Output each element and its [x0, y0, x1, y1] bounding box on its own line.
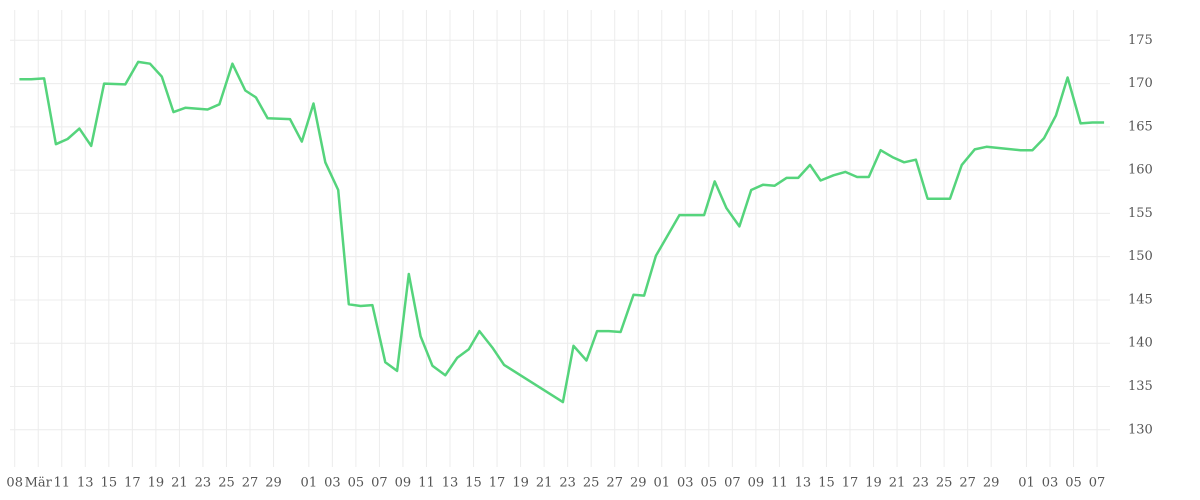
x-tick-label: 21 — [536, 476, 553, 491]
x-tick-label: 17 — [489, 476, 506, 491]
x-tick-label: 21 — [171, 476, 188, 491]
x-tick-label: 05 — [348, 476, 365, 491]
x-tick-label: 01 — [1018, 476, 1035, 491]
x-tick-label: Mär — [25, 476, 53, 491]
x-tick-label: 27 — [959, 476, 976, 491]
x-tick-label: 03 — [1042, 476, 1059, 491]
x-tick-label: 09 — [748, 476, 765, 491]
x-tick-label: 07 — [371, 476, 388, 491]
x-tick-label: 23 — [195, 476, 212, 491]
x-tick-label: 11 — [418, 476, 435, 491]
x-tick-label: 13 — [795, 476, 812, 491]
x-tick-label: 01 — [301, 476, 318, 491]
x-tick-label: 08 — [6, 476, 23, 491]
x-tick-label: 27 — [606, 476, 623, 491]
y-tick-label: 145 — [1128, 292, 1153, 307]
y-tick-label: 140 — [1128, 336, 1153, 351]
x-tick-label: 03 — [324, 476, 341, 491]
x-tick-label: 03 — [677, 476, 694, 491]
x-tick-label: 17 — [124, 476, 141, 491]
x-tick-label: 01 — [653, 476, 670, 491]
x-tick-label: 17 — [842, 476, 859, 491]
y-tick-label: 160 — [1128, 163, 1153, 178]
x-tick-label: 19 — [512, 476, 529, 491]
x-tick-label: 23 — [559, 476, 576, 491]
x-tick-label: 07 — [724, 476, 741, 491]
x-tick-label: 11 — [53, 476, 70, 491]
price-line — [19, 60, 1105, 404]
x-tick-label: 29 — [983, 476, 1000, 491]
x-tick-label: 09 — [395, 476, 412, 491]
x-tick-label: 29 — [630, 476, 647, 491]
x-tick-label: 11 — [771, 476, 788, 491]
x-tick-label: 25 — [936, 476, 953, 491]
y-tick-label: 150 — [1128, 249, 1153, 264]
x-tick-label: 19 — [865, 476, 882, 491]
x-tick-label: 05 — [1065, 476, 1082, 491]
x-tick-label: 07 — [1089, 476, 1106, 491]
x-tick-label: 15 — [818, 476, 835, 491]
x-tick-label: 13 — [442, 476, 459, 491]
y-tick-label: 170 — [1128, 76, 1153, 91]
x-tick-label: 19 — [148, 476, 165, 491]
y-tick-label: 165 — [1128, 119, 1153, 134]
y-tick-label: 130 — [1128, 422, 1153, 437]
x-tick-label: 23 — [912, 476, 929, 491]
y-tick-label: 135 — [1128, 379, 1153, 394]
y-tick-label: 175 — [1128, 33, 1153, 48]
x-tick-label: 27 — [242, 476, 259, 491]
x-tick-label: 15 — [465, 476, 482, 491]
x-tick-label: 21 — [889, 476, 906, 491]
x-tick-label: 29 — [265, 476, 282, 491]
y-tick-label: 155 — [1128, 206, 1153, 221]
x-tick-label: 05 — [701, 476, 718, 491]
x-tick-label: 25 — [218, 476, 235, 491]
x-tick-label: 25 — [583, 476, 600, 491]
x-tick-label: 15 — [101, 476, 118, 491]
x-tick-label: 13 — [77, 476, 94, 491]
